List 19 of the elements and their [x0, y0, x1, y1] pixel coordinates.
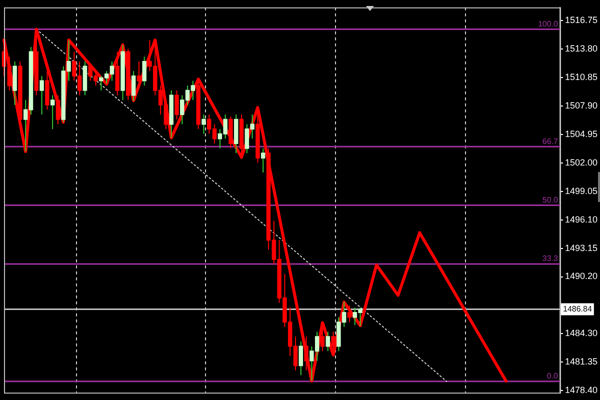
y-tick-label: 1484.30: [565, 328, 598, 338]
annotation: 50.0: [542, 196, 559, 205]
y-tick-label: 1478.40: [565, 385, 598, 396]
annotation: 100.0: [538, 19, 559, 28]
y-tick-label: 1504.95: [565, 128, 598, 139]
y-tick-label: 1513.80: [565, 43, 598, 54]
y-tick-label: 1507.90: [565, 100, 598, 110]
annotation: 0.0: [546, 372, 559, 381]
y-tick-label: 1493.15: [565, 242, 598, 253]
y-tick-label: 1496.10: [565, 214, 598, 224]
y-tick-label: 1481.35: [565, 356, 598, 367]
y-tick-label: 1502.00: [565, 157, 598, 168]
y-tick-label: 1516.75: [565, 14, 598, 25]
y-tick-label: 1510.85: [565, 72, 598, 82]
y-tick-label: 1499.05: [565, 186, 598, 196]
y-tick-label: 1490.20: [565, 271, 598, 282]
ref-line-label: 1486.84: [563, 304, 592, 314]
annotation: 33.3: [542, 254, 559, 264]
annotation: 66.7: [542, 136, 559, 146]
